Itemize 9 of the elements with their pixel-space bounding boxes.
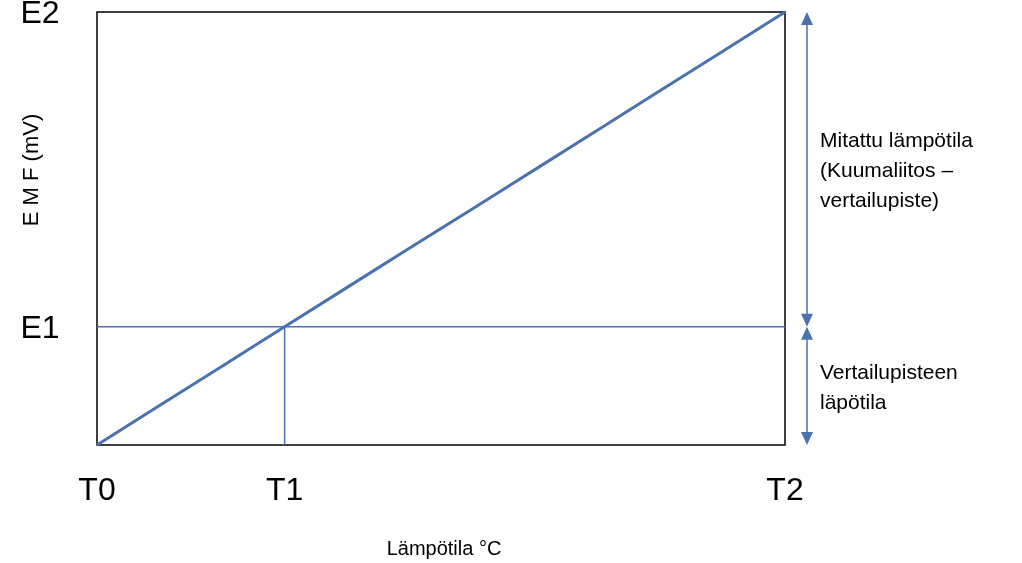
text: E2 bbox=[20, 0, 60, 30]
text: Mitattu lämpötila (Kuumaliitos – vertailupiste) bbox=[820, 128, 974, 212]
text: Vertailupisteen läpötila bbox=[820, 359, 958, 413]
x-tick-label: T2 bbox=[766, 471, 804, 507]
x-tick-label: T0 bbox=[78, 471, 116, 507]
text: E1 bbox=[20, 308, 60, 345]
x-tick-label: T1 bbox=[265, 471, 304, 507]
x-axis-title: Lämpötila °C bbox=[386, 537, 502, 559]
y-axis-title: E M F (mV) bbox=[18, 113, 43, 227]
